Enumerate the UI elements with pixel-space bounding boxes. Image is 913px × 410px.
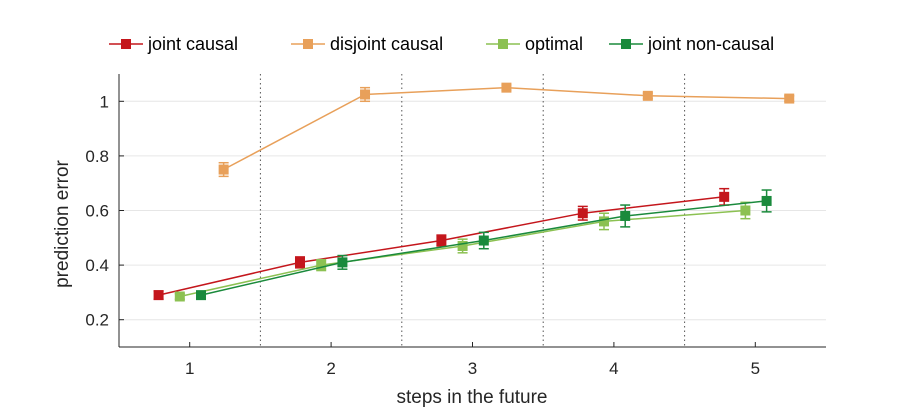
legend-label: joint non-causal (647, 34, 774, 54)
data-point (478, 235, 489, 246)
legend-item: disjoint causal (291, 34, 443, 54)
data-point (174, 291, 185, 302)
legend-label: optimal (525, 34, 583, 54)
x-tick-label: 1 (185, 359, 194, 378)
legend-label: joint causal (147, 34, 238, 54)
x-tick-label: 2 (326, 359, 335, 378)
y-axis-title: prediction error (52, 159, 73, 287)
data-point (642, 90, 653, 101)
series-joint-causal (153, 187, 730, 301)
legend-label: disjoint causal (330, 34, 443, 54)
series-optimal (174, 201, 751, 302)
x-axis-title: steps in the future (396, 387, 547, 408)
y-tick-label: 0.6 (85, 202, 109, 221)
data-point (360, 89, 371, 100)
x-tick-label: 4 (609, 359, 618, 378)
legend-item: joint causal (109, 34, 238, 54)
legend-marker (303, 39, 313, 49)
data-point (196, 290, 207, 301)
y-ticks: 0.2 0.4 0.6 0.8 1 (85, 92, 124, 330)
series-group (153, 82, 795, 302)
y-tick-label: 0.8 (85, 147, 109, 166)
step-separators (259, 74, 686, 347)
legend: joint causal disjoint causal optimal joint … (109, 34, 774, 54)
data-point (784, 93, 795, 104)
data-point (337, 257, 348, 268)
data-point (316, 260, 327, 271)
data-point (501, 82, 512, 93)
legend-marker (498, 39, 508, 49)
x-tick-label: 5 (751, 359, 760, 378)
data-point (153, 290, 164, 301)
grid-lines (119, 100, 826, 321)
series-disjoint-causal (218, 82, 795, 178)
data-point (740, 205, 751, 216)
data-point (599, 216, 610, 227)
data-point (761, 195, 772, 206)
y-tick-label: 1 (100, 92, 109, 111)
data-point (719, 191, 730, 202)
data-point (620, 210, 631, 221)
legend-marker (121, 39, 131, 49)
data-point (436, 235, 447, 246)
series-line (223, 86, 790, 171)
legend-item: optimal (486, 34, 583, 54)
y-tick-label: 0.4 (85, 256, 109, 275)
data-point (218, 164, 229, 175)
x-ticks: 1 2 3 4 5 (185, 342, 760, 378)
data-point (577, 208, 588, 219)
legend-marker (621, 39, 631, 49)
data-point (457, 240, 468, 251)
legend-item: joint non-causal (609, 34, 774, 54)
x-tick-label: 3 (468, 359, 477, 378)
data-point (294, 257, 305, 268)
series-joint-non-causal (196, 189, 772, 301)
y-tick-label: 0.2 (85, 311, 109, 330)
